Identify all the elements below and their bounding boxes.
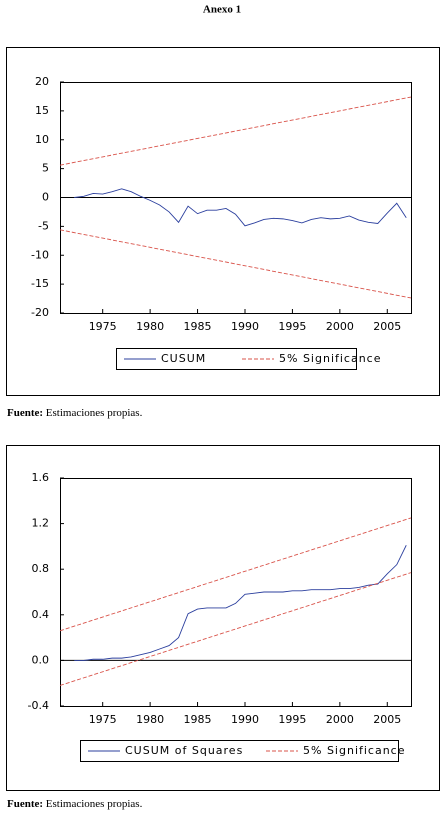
x-tick-label: 2000: [326, 713, 354, 726]
y-tick-label: 15: [35, 104, 49, 117]
x-tick-label: 1995: [278, 320, 306, 333]
y-tick-label: 0.8: [32, 562, 50, 575]
x-tick-label: 1985: [184, 320, 212, 333]
series-line: [59, 96, 412, 166]
y-tick-label: -20: [31, 306, 49, 319]
note-label: Fuente:: [7, 798, 43, 810]
y-tick-label: 20: [35, 75, 49, 88]
note-text: Estimaciones propias.: [46, 798, 143, 810]
y-tick-label: -0.4: [28, 699, 49, 712]
y-tick-label: 0.4: [32, 608, 50, 621]
series-line: [59, 517, 412, 632]
x-tick-label: 2005: [373, 713, 401, 726]
y-tick-label: 0: [42, 191, 49, 204]
x-tick-label: 1980: [136, 320, 164, 333]
legend-label: 5% Significance: [303, 744, 406, 757]
x-tick-label: 1985: [184, 713, 212, 726]
frame: [6, 47, 440, 396]
note: Fuente: Estimaciones propias.: [7, 798, 143, 810]
y-tick-label: -5: [38, 219, 49, 232]
note-label: Fuente:: [7, 407, 43, 419]
series-line: [59, 572, 412, 686]
x-tick-label: 2000: [326, 320, 354, 333]
legend: [80, 740, 399, 762]
y-tick-label: 0.0: [32, 653, 50, 666]
x-tick-label: 2005: [373, 320, 401, 333]
x-tick-label: 1980: [136, 713, 164, 726]
frame: [6, 445, 440, 791]
plot-area: [60, 478, 412, 707]
note-text: Estimaciones propias.: [46, 407, 143, 419]
series-line: [74, 188, 407, 227]
legend-label: CUSUM: [161, 352, 206, 365]
series-line: [74, 545, 407, 661]
x-tick-label: 1990: [231, 320, 259, 333]
heading: Anexo 1: [203, 4, 241, 16]
legend: [116, 348, 357, 370]
x-tick-label: 1975: [89, 320, 117, 333]
legend-label: CUSUM of Squares: [125, 744, 243, 757]
legend-label: 5% Significance: [279, 352, 382, 365]
y-tick-label: 10: [35, 133, 49, 146]
note: Fuente: Estimaciones propias.: [7, 407, 143, 419]
y-tick-label: 1.6: [32, 471, 50, 484]
series-line: [59, 229, 412, 299]
y-tick-label: 1.2: [32, 517, 50, 530]
x-tick-label: 1990: [231, 713, 259, 726]
y-tick-label: -15: [31, 277, 49, 290]
x-tick-label: 1995: [278, 713, 306, 726]
y-tick-label: 5: [42, 162, 49, 175]
y-tick-label: -10: [31, 248, 49, 261]
x-tick-label: 1975: [89, 713, 117, 726]
